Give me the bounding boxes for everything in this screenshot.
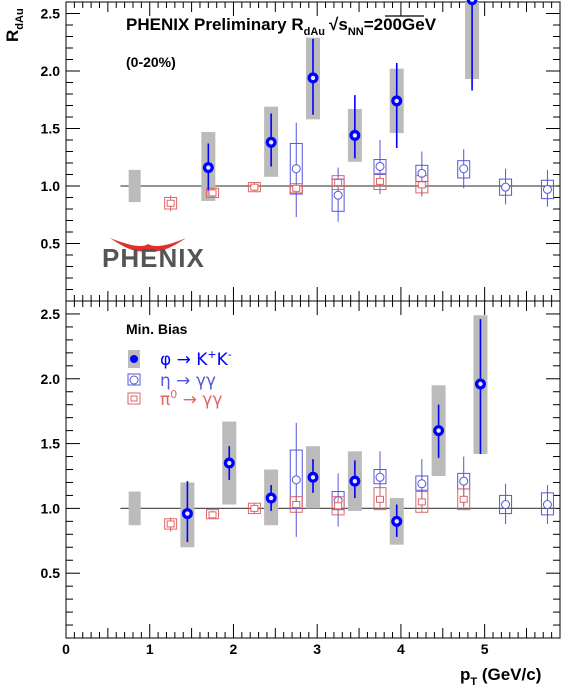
eta-point [375, 161, 385, 171]
x-tick-label: 0 [62, 641, 70, 657]
eta-point [459, 476, 469, 486]
x-tick-label: 2 [230, 641, 238, 657]
data-layer [128, 0, 554, 222]
phi-point [466, 0, 478, 6]
legend-eta-sys-box [127, 373, 141, 386]
pi0-point [166, 520, 175, 528]
minbias-annotation: Min. Bias [126, 321, 188, 337]
eta-point [417, 479, 427, 489]
x-tick-label: 3 [313, 641, 321, 657]
y-tick-label: 2.0 [41, 63, 61, 79]
phi-point-core [310, 75, 316, 81]
eta-point [291, 164, 301, 174]
phi-point-core [185, 511, 190, 516]
pi0-point [459, 495, 468, 503]
y-tick-label: 1.5 [41, 436, 61, 452]
eta-point [542, 499, 552, 509]
legend-pi0-sys-box [127, 392, 141, 405]
y-tick-label: 0.5 [41, 236, 61, 252]
phi-point-core [352, 133, 358, 138]
phi-point-core [469, 0, 475, 2]
y-tick-label: 1.0 [41, 178, 61, 194]
phenix-logo: PHENIX [102, 238, 205, 273]
y-tick-label: 1.0 [41, 500, 61, 516]
chart-title: PHENIX Preliminary RdAu √sNN=200GeV [126, 15, 437, 38]
logo-swoosh [110, 238, 186, 252]
phi-point-core [394, 98, 399, 104]
x-axis-title: pT (GeV/c) [460, 665, 541, 688]
legend-pi0-marker [130, 395, 138, 402]
eta-point [333, 190, 343, 200]
phi-point-core [394, 519, 399, 524]
pi0-point [208, 511, 217, 519]
panel-top-central: 0.5 1.0 1.5 2.0 2.5 [41, 0, 561, 302]
x-tick-label: 4 [397, 641, 405, 657]
phi-point-core [352, 478, 358, 484]
global-sys-box [128, 169, 141, 203]
pi0-point [417, 181, 426, 189]
pi0-point [250, 504, 259, 512]
legend: φ → K+K- η → γγ π0 → γγ [127, 348, 232, 410]
pi0-point [417, 498, 426, 506]
data-layer [128, 315, 554, 548]
phi-point-core [268, 495, 274, 501]
pi0-point [208, 189, 217, 197]
eta-point [542, 184, 552, 194]
phi-point-core [478, 381, 483, 387]
centrality-annotation: (0-20%) [126, 54, 176, 70]
x-tick-label: 5 [481, 641, 489, 657]
legend-phi-label: φ → K+K- [160, 348, 232, 370]
eta-point [459, 164, 469, 174]
y-tick-label: 2.5 [41, 306, 61, 322]
global-sys-box [128, 491, 141, 526]
y-tick-label: 2.5 [41, 6, 61, 22]
y-axis-title: RdAu [3, 8, 26, 42]
x-tick-label: 1 [146, 641, 154, 657]
pi0-point [292, 500, 301, 508]
phi-point-core [268, 140, 274, 145]
eta-point [375, 472, 385, 482]
phi-point-core [227, 460, 232, 466]
pi0-point [334, 502, 343, 510]
phi-point-core [310, 475, 316, 480]
pi0-point [334, 179, 343, 187]
logo-text: PHENIX [102, 243, 205, 273]
legend-eta-marker [129, 375, 139, 385]
eta-point [501, 499, 511, 509]
legend-pi0-label: π0 → γγ [160, 388, 222, 410]
eta-point [291, 475, 301, 485]
pi0-point [375, 177, 384, 185]
legend-eta-label: η → γγ [160, 371, 216, 391]
eta-point [501, 182, 511, 192]
panel-bottom-minbias: 0.5 1.0 1.5 2.0 2.5 0 1 2 3 4 5 [41, 300, 561, 657]
pi0-point [250, 183, 259, 191]
phi-point-core [206, 165, 211, 170]
pi0-point [166, 199, 175, 207]
y-tick-label: 0.5 [41, 565, 61, 581]
pi0-point [292, 184, 301, 192]
phi-point-core [436, 428, 441, 433]
legend-phi-marker [130, 355, 138, 363]
y-tick-label: 2.0 [41, 371, 61, 387]
pi0-point [375, 495, 384, 503]
y-tick-label: 1.5 [41, 121, 61, 137]
